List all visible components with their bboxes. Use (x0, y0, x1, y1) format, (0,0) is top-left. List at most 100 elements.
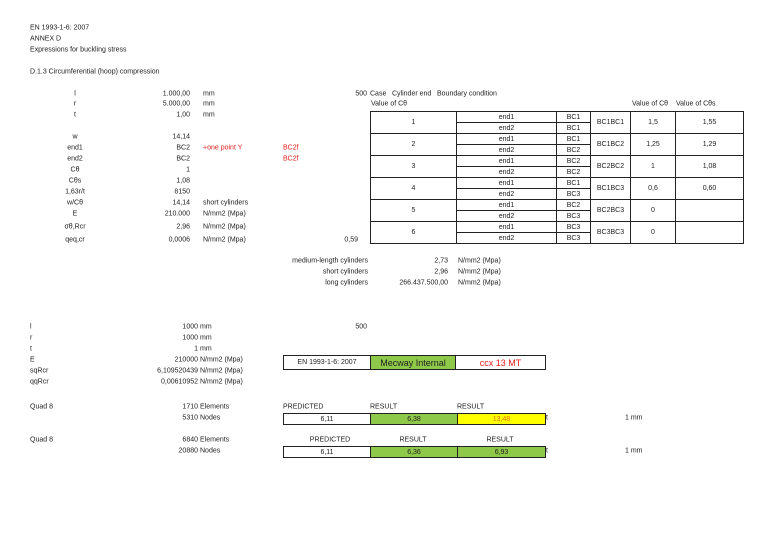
thickness-symbol: t (546, 414, 548, 422)
param-label: Cθ (70, 166, 80, 174)
param-value: 1000 (182, 334, 198, 342)
combo-cell: BC1BC3 (590, 177, 631, 200)
c-theta-cell: 0,6 (630, 177, 676, 200)
node-unit: Nodes (200, 414, 221, 422)
ref-value: 500 (355, 90, 367, 98)
param-label: l (30, 323, 32, 331)
c-theta-s-cell: 1,08 (675, 155, 744, 178)
param-unit: mm (203, 111, 215, 119)
result-value: 266.437.500,00 (399, 279, 448, 287)
param-value: 5.000,00 (162, 100, 190, 108)
param-label: sqRcr (30, 367, 49, 375)
result-cell: 6,38 (370, 413, 458, 425)
param-label: Cθs (68, 177, 82, 185)
case-cell: 4 (370, 177, 457, 200)
element-count: 1710 (182, 403, 198, 411)
combo-cell: BC1BC1 (590, 111, 631, 134)
c-theta-s-cell: 0,60 (675, 177, 744, 200)
node-unit: Nodes (200, 447, 221, 455)
method-label: Mecway Internal (370, 355, 456, 370)
param-unit: mm (200, 323, 212, 331)
table-header: Case (370, 90, 387, 98)
param-label: r (30, 334, 33, 342)
table-header: Boundary condition (437, 90, 497, 98)
method-label: EN 1993-1-6: 2007 (283, 355, 371, 370)
param-value: 0,0006 (168, 236, 190, 244)
param-value: 1000 (182, 323, 198, 331)
thickness-value: 1 mm (625, 414, 643, 422)
element-count: 6840 (182, 436, 198, 444)
param-label: 1,63r/t (65, 188, 85, 196)
param-value: 1,08 (176, 177, 190, 185)
param-unit: short cylinders (203, 199, 249, 207)
result-unit: N/mm2 (Mpa) (458, 268, 501, 276)
case-cell: 2 (370, 133, 457, 156)
node-count: 5310 (182, 414, 198, 422)
result-label: long cylinders (325, 279, 368, 287)
param-label: l (74, 90, 76, 98)
result-cell: 6,93 (457, 446, 546, 458)
c-theta-cell: 0 (630, 221, 676, 244)
param-label: r (73, 100, 77, 108)
param-note: BC2f (283, 144, 299, 152)
param-value: 0,00610952 (161, 378, 198, 386)
result-cell: 6,11 (283, 446, 371, 458)
c-theta-s-cell: 1,55 (675, 111, 744, 134)
combo-cell: BC3BC3 (590, 221, 631, 244)
param-value: 1.000,00 (162, 90, 190, 98)
column-header: RESULT (370, 403, 398, 411)
section: D.1.3 Circumferential (hoop) compression (30, 68, 160, 76)
c-theta-cell: 0 (630, 199, 676, 222)
column-header: PREDICTED (283, 403, 324, 411)
subtitle: Expressions for buckling stress (30, 46, 127, 54)
param-unit: N/mm2 (Mpa) (200, 356, 243, 364)
c-theta-s-cell (675, 199, 744, 222)
result-cell: 6,36 (370, 446, 458, 458)
mesh-type: Quad 8 (30, 403, 53, 411)
param-value: 6,109520439 (157, 367, 198, 375)
c-theta-cell: 1,25 (630, 133, 676, 156)
c-theta-s-cell (675, 221, 744, 244)
param-label: end1 (67, 144, 83, 152)
param-value: BC2 (176, 155, 190, 163)
param-label: end2 (67, 155, 83, 163)
bc-cell: BC3 (556, 232, 591, 244)
c-theta-cell: 1,5 (630, 111, 676, 134)
column-header: RESULT (486, 436, 514, 444)
table-header: Value of Cθs (676, 100, 716, 108)
param-note: +one point Y (203, 144, 243, 152)
result-cell: 13,48 (457, 413, 546, 425)
element-unit: Elements (200, 403, 230, 411)
combo-cell: BC1BC2 (590, 133, 631, 156)
result-value: 2,73 (434, 257, 448, 265)
param-unit: mm (200, 345, 212, 353)
param-value: 1 (186, 166, 190, 174)
param-note: BC2f (283, 155, 299, 163)
thickness-symbol: t (546, 447, 548, 455)
param-value: 1,00 (176, 111, 190, 119)
result-label: short cylinders (322, 268, 368, 276)
column-header: RESULT (399, 436, 427, 444)
c-theta-cell: 1 (630, 155, 676, 178)
table-header: Value of Cθ (371, 100, 408, 108)
param-value: 210000 (174, 356, 198, 364)
param-label: w (72, 133, 78, 141)
param-unit: N/mm2 (Mpa) (200, 378, 243, 386)
column-header: RESULT (457, 403, 485, 411)
case-cell: 5 (370, 199, 457, 222)
param-value: 14,14 (172, 199, 190, 207)
standard: EN 1993-1-6: 2007 (30, 24, 90, 32)
end-cell: end2 (456, 232, 557, 244)
param-label: t (30, 345, 32, 353)
case-cell: 6 (370, 221, 457, 244)
param-value: 210.000 (164, 210, 190, 218)
result-value: 2,96 (434, 268, 448, 276)
param-unit: N/mm2 (Mpa) (203, 236, 246, 244)
case-cell: 3 (370, 155, 457, 178)
param-value: 1 (194, 345, 198, 353)
result-unit: N/mm2 (Mpa) (458, 257, 501, 265)
table-header: Value of Cθ (632, 100, 669, 108)
param-value: 14,14 (172, 133, 190, 141)
param-label: qeq,cr (65, 236, 85, 244)
